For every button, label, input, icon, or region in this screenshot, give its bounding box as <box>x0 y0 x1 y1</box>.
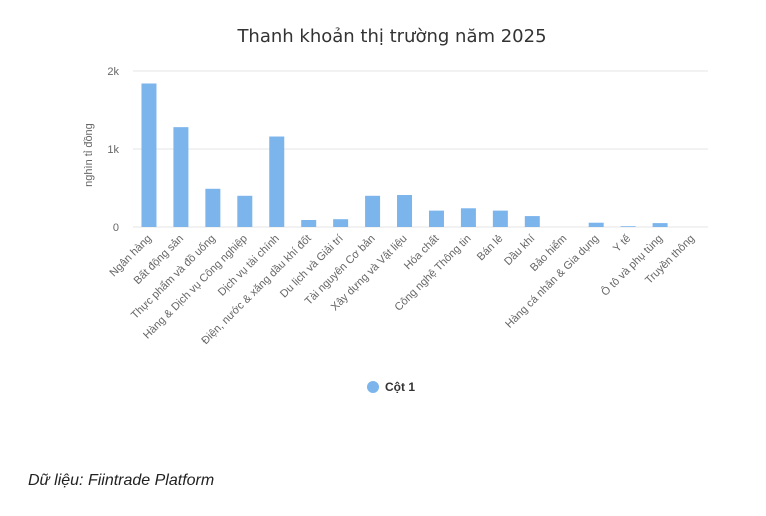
chart-title: Thanh khoản thị trường năm 2025 <box>236 26 546 47</box>
y-axis-label: nghìn tỉ đồng <box>83 123 95 187</box>
legend-marker <box>367 381 379 393</box>
source-note: Dữ liệu: Fiintrade Platform <box>28 472 215 489</box>
legend[interactable]: Cột 1 <box>367 380 415 394</box>
bar[interactable] <box>652 223 668 227</box>
bar[interactable] <box>333 219 349 227</box>
y-tick-label: 2k <box>107 66 119 78</box>
bar[interactable] <box>205 188 221 227</box>
bars <box>141 83 668 227</box>
bar[interactable] <box>620 226 636 227</box>
bar[interactable] <box>524 216 540 227</box>
bar[interactable] <box>365 195 381 227</box>
bar[interactable] <box>428 210 444 227</box>
bar[interactable] <box>173 127 189 227</box>
y-axis-ticks: 0 1k 2k <box>107 66 119 234</box>
bar[interactable] <box>397 195 413 227</box>
bar[interactable] <box>460 208 476 227</box>
bar[interactable] <box>588 222 604 227</box>
bar[interactable] <box>141 83 157 227</box>
gridlines <box>133 70 708 228</box>
bar[interactable] <box>269 136 285 227</box>
y-tick-label: 1k <box>107 144 119 156</box>
y-tick-label: 0 <box>113 222 119 234</box>
legend-item-label[interactable]: Cột 1 <box>385 380 415 394</box>
x-tick-label: Bán lẻ <box>475 233 506 264</box>
x-tick-label: Y tế <box>611 233 633 255</box>
bar[interactable] <box>301 219 317 227</box>
bar[interactable] <box>237 195 253 227</box>
bar[interactable] <box>492 210 508 227</box>
